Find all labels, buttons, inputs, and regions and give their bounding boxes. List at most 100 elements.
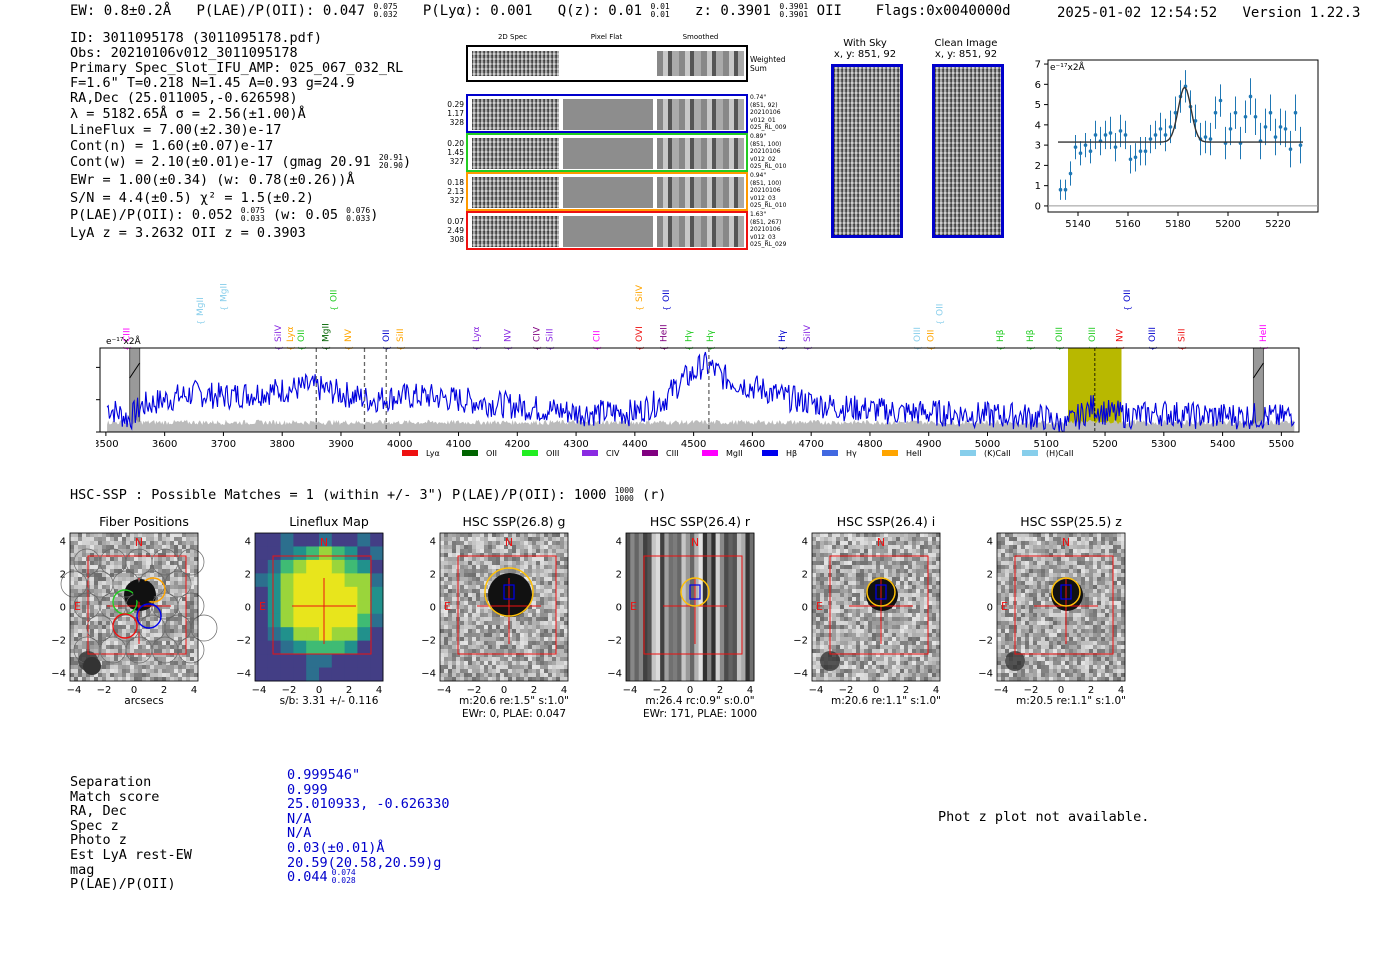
noise-pixel [872,565,877,570]
noise-pixel [536,673,541,678]
noise-pixel [552,561,557,566]
noise-pixel [1025,533,1030,538]
noise-pixel [824,545,829,550]
noise-pixel [544,673,549,678]
noise-pixel [460,593,465,598]
noise-pixel [500,565,505,570]
noise-pixel [480,557,485,562]
noise-pixel [540,565,545,570]
noise-pixel [488,537,493,542]
noise-pixel [504,625,509,630]
noise-pixel [884,613,889,618]
noise-pixel [480,677,485,682]
noise-pixel [544,585,549,590]
north-label: N [505,536,513,549]
noise-pixel [162,633,167,638]
noise-pixel [182,557,187,562]
noise-pixel [468,629,473,634]
noise-pixel [924,549,929,554]
noise-pixel [448,661,453,666]
noise-pixel [142,657,147,662]
noise-pixel [820,577,825,582]
noise-pixel [836,677,841,682]
zoom-data-point [1143,149,1148,153]
noise-pixel [820,609,825,614]
noise-pixel [1005,673,1010,678]
noise-pixel [1021,577,1026,582]
noise-pixel [126,609,131,614]
stripe-pixel [647,533,653,681]
noise-pixel [114,653,119,658]
noise-pixel [524,673,529,678]
noise-pixel [508,657,513,662]
noise-pixel [1025,593,1030,598]
noise-pixel [912,537,917,542]
noise-pixel [480,657,485,662]
masked-region-hatch [129,362,141,379]
noise-pixel [1037,621,1042,626]
noise-pixel [504,665,509,670]
noise-pixel [932,573,937,578]
noise-pixel [440,601,445,606]
panel-y-tick-label: −2 [236,636,251,647]
noise-pixel [1025,673,1030,678]
noise-pixel [194,557,199,562]
noise-pixel [840,669,845,674]
noise-pixel [1013,541,1018,546]
noise-pixel [852,557,857,562]
noise-pixel [468,617,473,622]
stripe-pixel [698,533,704,681]
noise-pixel [476,541,481,546]
noise-pixel [860,637,865,642]
noise-pixel [812,581,817,586]
noise-pixel [1081,633,1086,638]
noise-pixel [908,629,913,634]
noise-pixel [194,665,199,670]
noise-pixel [1077,677,1082,682]
noise-pixel [908,637,913,642]
noise-pixel [864,653,869,658]
noise-pixel [492,569,497,574]
noise-pixel [102,585,107,590]
hsc-panel-title: Fiber Positions [99,514,189,529]
noise-pixel [102,637,107,642]
noise-pixel [500,561,505,566]
noise-pixel [924,537,929,542]
noise-pixel [912,533,917,538]
noise-pixel [464,577,469,582]
noise-pixel [130,661,135,666]
noise-pixel [444,645,449,650]
noise-pixel [1061,673,1066,678]
noise-pixel [552,645,557,650]
noise-pixel [178,605,183,610]
flux-pixel [280,613,294,628]
noise-pixel [500,665,505,670]
noise-pixel [444,613,449,618]
noise-pixel [186,589,191,594]
noise-pixel [74,621,79,626]
noise-pixel [194,573,199,578]
noise-pixel [154,617,159,622]
noise-pixel [896,621,901,626]
noise-pixel [1069,545,1074,550]
noise-pixel [844,585,849,590]
noise-pixel [997,613,1002,618]
noise-pixel [852,533,857,538]
noise-pixel [844,617,849,622]
noise-pixel [468,545,473,550]
noise-pixel [106,649,111,654]
noise-pixel [892,581,897,586]
noise-pixel [552,673,557,678]
noise-pixel [194,581,199,586]
noise-pixel [548,609,553,614]
noise-pixel [74,673,79,678]
noise-pixel [888,629,893,634]
noise-pixel [1021,621,1026,626]
noise-pixel [1053,665,1058,670]
noise-pixel [476,565,481,570]
noise-pixel [536,577,541,582]
noise-pixel [560,585,565,590]
noise-pixel [856,669,861,674]
noise-pixel [484,565,489,570]
noise-pixel [876,621,881,626]
